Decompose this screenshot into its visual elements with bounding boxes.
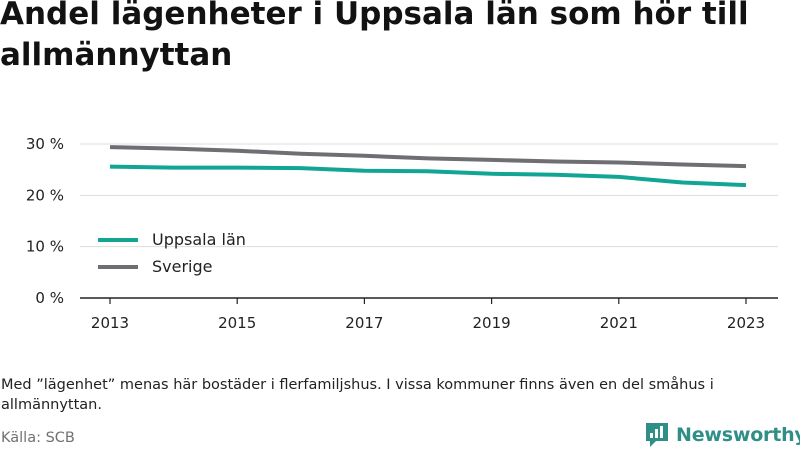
footnote: Med ”lägenhet” menas här bostäder i fler… [1, 377, 714, 413]
x-axis: 2013 2015 2017 2019 2021 2023 [80, 297, 778, 332]
x-tick-label: 2017 [345, 314, 383, 332]
y-tick-label: 0 % [35, 289, 64, 307]
legend: Uppsala län Sverige [98, 230, 246, 276]
y-tick-label: 20 % [26, 186, 64, 204]
x-tick-label: 2015 [218, 314, 256, 332]
series-line-sverige [109, 145, 747, 169]
x-tick-label: 2023 [727, 314, 765, 332]
x-tick-label: 2021 [600, 314, 638, 332]
y-tick-label: 10 % [26, 238, 64, 256]
legend-label: Uppsala län [152, 230, 246, 249]
x-tick-label: 2013 [91, 314, 129, 332]
legend-label: Sverige [152, 257, 213, 276]
series-lines [109, 145, 747, 188]
series-line-uppsala-l-n [109, 164, 747, 188]
gridlines [80, 143, 778, 248]
y-tick-label: 30 % [26, 135, 64, 153]
chart-title: Andel lägenheter i Uppsala län som hör t… [0, 0, 749, 73]
newsworthy-logo: Newsworthy [644, 421, 800, 449]
x-tick-label: 2019 [473, 314, 511, 332]
source-label: Källa: SCB [1, 430, 75, 446]
y-axis-ticks: 0 % 10 % 20 % 30 % [26, 135, 64, 307]
bar-chart-speech-bubble-icon [646, 423, 668, 447]
brand-name: Newsworthy [676, 424, 800, 446]
line-chart: 0 % 10 % 20 % 30 % 2013 2015 2017 2019 2021 2023… [26, 135, 778, 332]
